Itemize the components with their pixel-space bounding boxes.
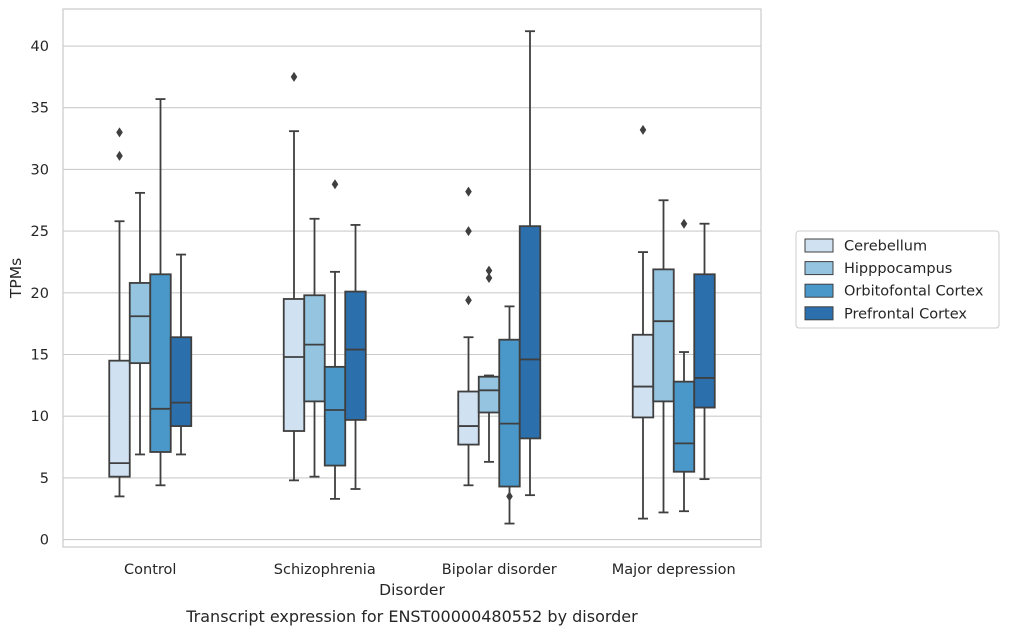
box [477, 375, 501, 414]
box [344, 290, 367, 421]
x-tick-label: Bipolar disorder [442, 562, 557, 578]
box [518, 225, 542, 440]
legend-label: Orbitofontal Cortex [844, 284, 984, 300]
box-group [477, 265, 501, 463]
box [631, 333, 655, 419]
outlier-point [465, 186, 472, 197]
plot-frame [62, 8, 762, 548]
plot-marks [108, 30, 716, 525]
outlier-point [331, 179, 339, 190]
box [652, 268, 675, 403]
y-tick-label: 20 [31, 286, 49, 302]
box [169, 336, 193, 427]
x-tick-label: Schizophrenia [274, 562, 376, 578]
x-tick-label: Control [124, 562, 176, 578]
y-tick-label: 0 [40, 533, 49, 549]
y-tick-label: 30 [31, 162, 49, 178]
x-axis-ticks: Control Schizophrenia Bipolar disorder Majo… [124, 562, 736, 578]
box-group [672, 218, 696, 513]
legend-swatch [804, 238, 834, 253]
box [323, 365, 347, 467]
legend-label: Prefrontal Cortex [844, 306, 967, 322]
box-group [344, 224, 367, 490]
legend-label: Hipppocampus [844, 261, 952, 277]
y-tick-label: 5 [40, 471, 49, 487]
box-group [282, 71, 306, 482]
legend-swatch [804, 283, 834, 298]
outlier-point [465, 295, 472, 306]
x-axis-label: Disorder [379, 581, 445, 599]
box-group [693, 222, 716, 481]
box [498, 338, 521, 488]
legend-label: Cerebellum [844, 239, 927, 255]
y-tick-label: 35 [31, 101, 49, 117]
box [693, 273, 716, 409]
x-tick-label: Major depression [612, 562, 736, 578]
box-group [149, 98, 172, 487]
box-group [518, 30, 542, 497]
box-group [631, 124, 655, 520]
outlier-point [680, 218, 688, 229]
y-tick-label: 25 [31, 224, 49, 240]
box [149, 273, 172, 453]
outlier-point [116, 127, 123, 138]
box-group [652, 199, 675, 514]
box-group [169, 253, 193, 456]
box-group [498, 305, 521, 525]
box [282, 298, 306, 432]
outlier-point [290, 71, 298, 82]
y-axis-ticks: 0 5 10 15 20 25 30 35 40 [31, 39, 49, 549]
box [303, 294, 326, 403]
legend-swatch [804, 306, 834, 321]
box-group [108, 127, 131, 498]
legend-swatch [804, 261, 834, 276]
outlier-point [485, 273, 493, 283]
figure-caption: Transcript expression for ENST0000048055… [185, 607, 638, 626]
outlier-point [506, 491, 513, 502]
box-group [303, 217, 326, 478]
box [672, 380, 696, 473]
y-tick-label: 40 [31, 39, 49, 55]
y-tick-label: 10 [31, 409, 49, 425]
outlier-point [639, 124, 647, 135]
box [108, 359, 131, 478]
box-group [323, 179, 347, 500]
legend: Cerebellum Hipppocampus Orbitofontal Corte… [795, 230, 1000, 329]
box-group [128, 191, 152, 456]
y-axis-label: TPMs [7, 258, 25, 299]
y-tick-label: 15 [31, 348, 49, 364]
box [128, 282, 152, 365]
box-group [457, 186, 480, 487]
outlier-point [485, 265, 493, 276]
outlier-point [116, 150, 123, 161]
box [457, 390, 480, 446]
outlier-point [465, 226, 472, 237]
legend-frame [795, 230, 1000, 329]
